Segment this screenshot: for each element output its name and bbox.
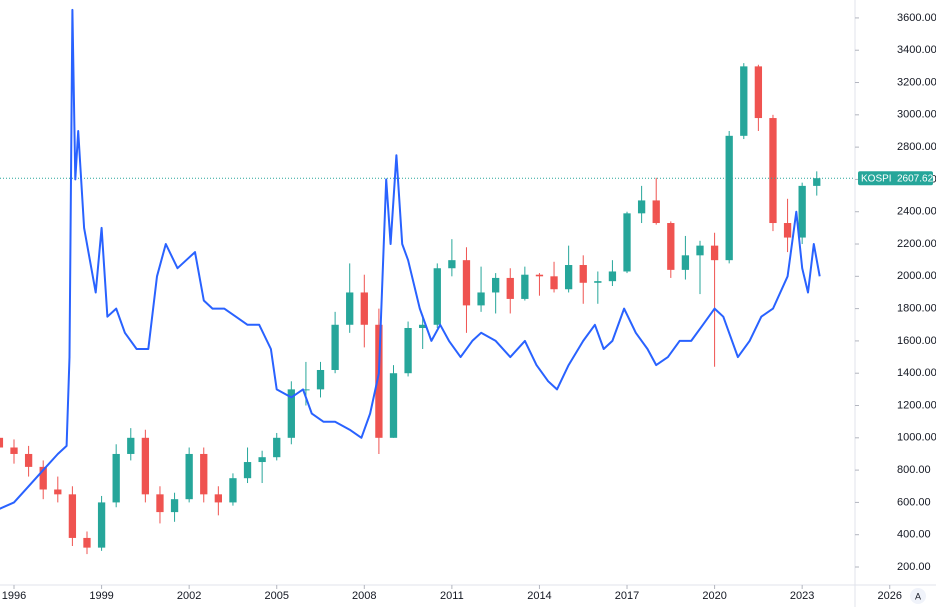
x-tick-label: 2020 — [702, 590, 726, 602]
candle-body — [0, 437, 4, 448]
candle-body — [97, 502, 106, 548]
candle-body — [594, 281, 602, 283]
candle-body — [185, 453, 193, 500]
candle-body — [521, 274, 529, 299]
candle-body — [243, 462, 252, 479]
candle-body — [331, 324, 339, 370]
candle-body — [477, 292, 485, 306]
auto-scale-button[interactable] — [910, 588, 926, 604]
axes: 200.00 400.00 600.00 800.00 1000.00 1200.00 14… — [2, 12, 936, 602]
candle-body — [564, 265, 573, 290]
x-tick-label: 2023 — [790, 590, 814, 602]
candle-body — [258, 457, 266, 463]
candle-body — [302, 389, 310, 391]
candle-body — [710, 245, 719, 261]
candle-body — [200, 453, 208, 495]
y-tick-label: 1400.00 — [897, 367, 936, 379]
y-tick-label: 2800.00 — [897, 141, 936, 153]
last-price-tag — [858, 171, 933, 186]
candle-body — [389, 373, 398, 438]
candle-body — [696, 245, 704, 256]
y-tick-label: 1800.00 — [897, 303, 936, 315]
candle-body — [346, 292, 354, 325]
candle-body — [10, 447, 18, 454]
candle-body — [360, 292, 368, 325]
candle-body — [754, 66, 763, 119]
candle-body — [725, 135, 733, 261]
candle-body — [813, 178, 821, 186]
x-tick-label: 1999 — [89, 590, 113, 602]
candle-body — [287, 389, 295, 438]
candle-body — [273, 437, 281, 458]
candle-body — [740, 66, 748, 136]
candle-body — [229, 478, 237, 503]
x-tick-label: 2014 — [527, 590, 551, 602]
candle-body — [68, 494, 77, 538]
candle-body — [375, 324, 383, 438]
y-tick-label: 400.00 — [897, 529, 931, 541]
candle-body — [637, 200, 646, 214]
x-tick-label: 2017 — [615, 590, 639, 602]
candle-body — [608, 271, 617, 282]
candle-body — [783, 223, 792, 238]
candle-body — [433, 268, 441, 325]
candle-body — [83, 537, 91, 548]
plot-area — [0, 8, 855, 555]
y-tick-label: 600.00 — [897, 496, 931, 508]
candle-body — [535, 274, 544, 277]
candle-body — [448, 260, 456, 269]
x-tick-label: 2005 — [264, 590, 288, 602]
candle-body — [156, 494, 164, 513]
y-tick-label: 3000.00 — [897, 109, 936, 121]
auto-scale-label[interactable]: A — [915, 591, 921, 601]
y-tick-label: 3600.00 — [897, 12, 936, 24]
y-tick-label: 2400.00 — [897, 206, 936, 218]
candle-body — [404, 327, 412, 374]
y-tick-label: 200.00 — [897, 561, 931, 573]
x-tick-label: 2011 — [440, 590, 464, 602]
y-tick-label: 2000.00 — [897, 270, 936, 282]
y-tick-label: 1600.00 — [897, 335, 936, 347]
candle-body — [170, 499, 179, 513]
candle-body — [112, 453, 120, 503]
candle-body — [141, 437, 150, 495]
comparison-line — [0, 8, 821, 510]
candle-body — [681, 255, 690, 270]
candle-body — [506, 277, 514, 299]
y-tick-label: 800.00 — [897, 464, 931, 476]
y-tick-label: 3200.00 — [897, 76, 936, 88]
candle-body — [798, 185, 806, 238]
x-tick-label: 1996 — [2, 590, 26, 602]
candle-body — [419, 324, 427, 328]
y-tick-label: 2200.00 — [897, 238, 936, 250]
candle-body — [214, 494, 222, 503]
y-tick-label: 1000.00 — [897, 432, 936, 444]
y-tick-label: 1200.00 — [897, 399, 936, 411]
candle-body — [316, 369, 325, 390]
candle-body — [462, 260, 471, 306]
candle-body — [769, 118, 777, 224]
candle-body — [579, 265, 587, 283]
candle-body — [39, 466, 47, 490]
candle-body — [623, 213, 631, 272]
candle-body — [492, 277, 500, 293]
x-tick-label: 2008 — [352, 590, 376, 602]
candle-body — [24, 453, 33, 467]
series-name-tag: KOSPI — [861, 173, 892, 184]
candle-body — [652, 200, 660, 224]
x-tick-label: 2002 — [177, 590, 201, 602]
candle-body — [550, 276, 558, 290]
y-tick-label: 3400.00 — [897, 44, 936, 56]
candle-body — [127, 437, 135, 454]
candle-body — [54, 489, 62, 495]
last-price-label: 2607.62 — [897, 173, 934, 184]
x-tick-label: 2026 — [877, 590, 901, 602]
candle-body — [667, 223, 675, 270]
